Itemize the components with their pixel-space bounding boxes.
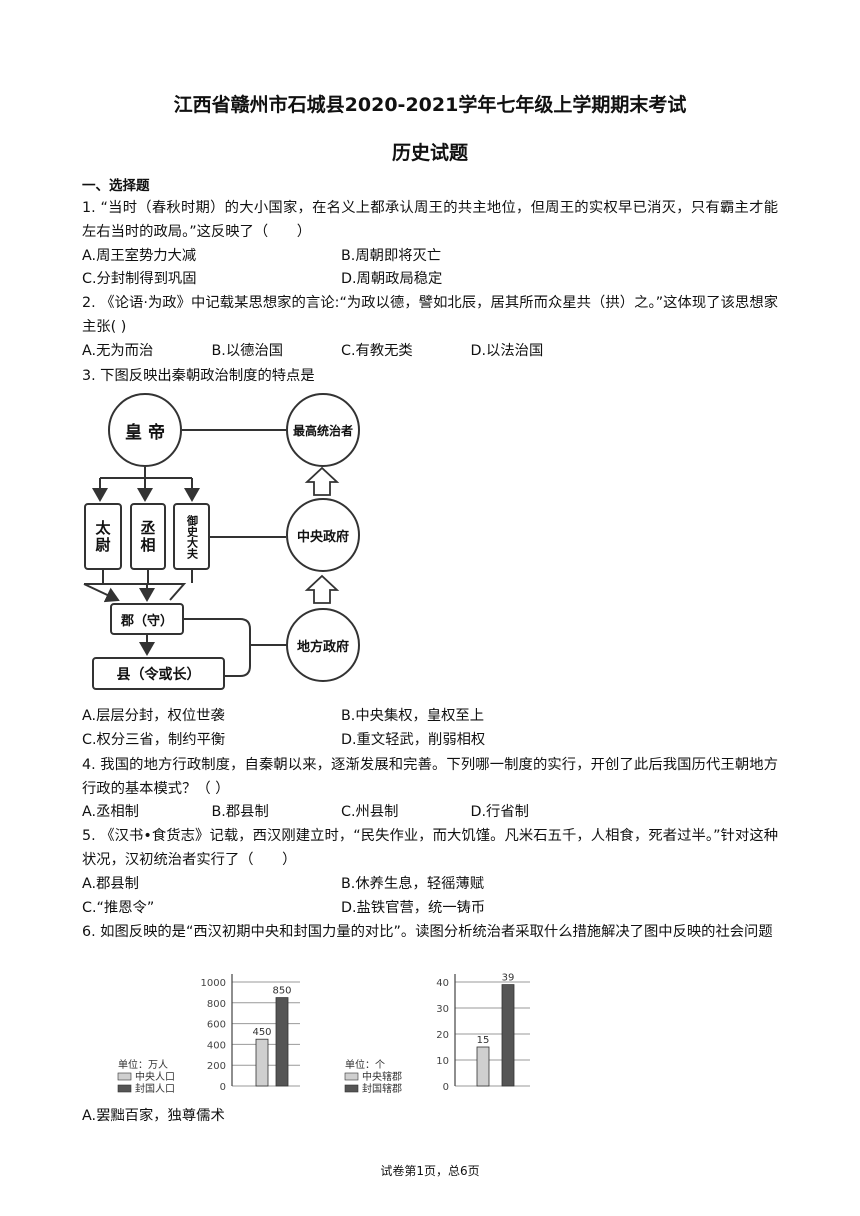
legend-label: 中央辖郡 <box>362 1070 402 1083</box>
page-subtitle: 历史试题 <box>391 142 468 164</box>
question-stem: 6. 如图反映的是“西汉初期中央和封国力量的对比”。读图分析统治者采取什么措施解… <box>82 924 773 940</box>
question-stem: 2. 《论语·为政》中记载某思想家的言论:“为政以德，譬如北辰，居其所而众星共（… <box>82 295 778 335</box>
question-stem: 3. 下图反映出秦朝政治制度的特点是 <box>82 368 315 384</box>
bar <box>275 997 289 1087</box>
answer-option: B.以德治国 <box>211 343 284 359</box>
y-tick-label: 30 <box>436 1004 449 1015</box>
question-stem: 5. 《汉书•食货志》记载，西汉刚建立时，“民失作业，而大饥馑。凡米石五千，人相… <box>82 828 778 868</box>
answer-option: A.郡县制 <box>82 876 139 892</box>
legend-swatch <box>344 1084 359 1093</box>
legend-swatch <box>117 1084 132 1093</box>
bar-charts: 0 200 400 600 800 1000 450 中央人口 850 封国人口 单位：万人 0 10 2… <box>117 973 530 1095</box>
bar-value-label: 39 <box>502 973 515 984</box>
y-tick-label: 200 <box>207 1061 226 1072</box>
legend-label: 封国人口 <box>135 1082 175 1095</box>
node-commandery: 郡（守） <box>110 603 184 635</box>
chart-unit: 单位：个 <box>345 1058 385 1071</box>
answer-option: B.休养生息，轻徭薄赋 <box>341 876 485 892</box>
answer-option: C.分封制得到巩固 <box>82 271 197 287</box>
y-tick-label: 1000 <box>201 978 226 989</box>
node-emperor: 皇 帝 <box>108 393 182 467</box>
node-central: 中央政府 <box>286 498 360 572</box>
answer-option: B.中央集权，皇权至上 <box>341 708 485 724</box>
legend-label: 封国辖郡 <box>362 1082 402 1095</box>
y-tick-label: 0 <box>220 1082 226 1093</box>
node-supreme: 最高统治者 <box>286 393 360 467</box>
answer-option: C.州县制 <box>341 804 399 820</box>
bar <box>501 984 515 1087</box>
answer-option: A.丞相制 <box>82 804 139 820</box>
page-footer: 试卷第1页，总6页 <box>380 1164 480 1178</box>
legend-label: 中央人口 <box>135 1070 175 1083</box>
y-tick-label: 0 <box>443 1082 449 1093</box>
bar-value-label: 450 <box>252 1027 271 1038</box>
answer-option: B.周朝即将灭亡 <box>341 248 442 264</box>
diagram-lines <box>83 429 340 677</box>
node-local: 地方政府 <box>286 608 360 682</box>
answer-option: A.罢黜百家，独尊儒术 <box>82 1108 225 1124</box>
answer-option: A.无为而治 <box>82 343 154 359</box>
answer-option: D.重文轻武，削弱相权 <box>341 732 486 748</box>
answer-option: D.周朝政局稳定 <box>341 271 443 287</box>
legend-swatch <box>344 1072 359 1081</box>
answer-option: C.有教无类 <box>341 343 413 359</box>
question-stem: 1. “当时（春秋时期）的大小国家，在名义上都承认周王的共主地位，但周王的实权早… <box>82 200 778 240</box>
answer-option: D.行省制 <box>470 804 529 820</box>
bar <box>476 1046 490 1087</box>
answer-option: C.权分三省，制约平衡 <box>82 732 226 748</box>
node-official: 御史大夫 <box>173 503 210 570</box>
answer-option: C.“推恩令” <box>82 900 155 916</box>
y-tick-label: 800 <box>207 999 226 1010</box>
y-tick-label: 600 <box>207 1020 226 1031</box>
bar-value-label: 15 <box>477 1035 490 1046</box>
answer-option: A.层层分封，权位世袭 <box>82 708 225 724</box>
y-tick-label: 400 <box>207 1040 226 1051</box>
node-official: 太尉 <box>84 503 122 570</box>
bar-value-label: 850 <box>272 986 291 997</box>
node-official: 丞相 <box>130 503 166 570</box>
section-heading: 一、选择题 <box>82 178 150 194</box>
answer-option: D.盐铁官营，统一铸币 <box>341 900 486 916</box>
page-title: 江西省赣州市石城县2020-2021学年七年级上学期期末考试 <box>173 94 687 116</box>
y-tick-label: 20 <box>436 1030 449 1041</box>
y-tick-label: 40 <box>436 978 449 989</box>
node-county: 县（令或长） <box>92 657 225 690</box>
question-stem: 4. 我国的地方行政制度，自秦朝以来，逐渐发展和完善。下列哪一制度的实行，开创了… <box>82 757 778 797</box>
legend-swatch <box>117 1072 132 1081</box>
answer-option: A.周王室势力大减 <box>82 248 197 264</box>
y-tick-label: 10 <box>436 1056 449 1067</box>
answer-option: D.以法治国 <box>470 343 544 359</box>
answer-option: B.郡县制 <box>211 804 269 820</box>
chart-unit: 单位：万人 <box>118 1058 168 1071</box>
bar <box>255 1038 269 1087</box>
